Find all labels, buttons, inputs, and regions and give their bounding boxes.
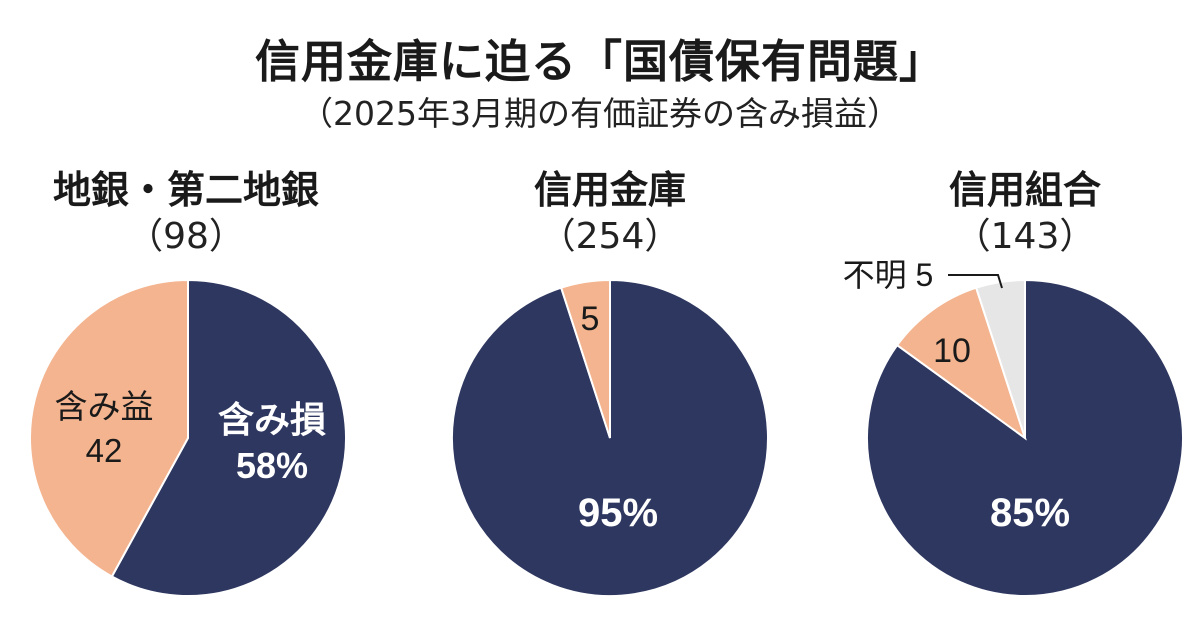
leader-line-unknown (948, 274, 1003, 289)
panel-count-shinkin: （254） (539, 216, 681, 257)
pie-label-0-1: 含み益 42 (55, 388, 154, 469)
pie-label-line: 85% (990, 491, 1070, 535)
pie-label-line: 58% (236, 445, 308, 486)
pie-slice-0-1 (29, 278, 189, 578)
pie-label-2-1: 10 (933, 332, 971, 370)
panel-label-credit-unions: 信用組合 (948, 168, 1101, 212)
panel-count-regional-banks: （98） (127, 216, 245, 257)
pie-slice-2-1 (895, 286, 1027, 441)
pie-label-line: 不明 5 (843, 257, 934, 293)
pie-label-line: 10 (933, 332, 971, 370)
pie-label-2-0: 85% (990, 491, 1070, 535)
panel-count-credit-unions: （143） (954, 216, 1096, 257)
chart-subtitle: （2025年3月期の有価証券の含み損益） (300, 94, 900, 133)
pie-label-0-0: 含み損 58% (218, 399, 326, 486)
pie-label-1-1: 5 (581, 300, 600, 338)
chart-title: 信用金庫に迫る「国債保有問題」 (254, 35, 945, 88)
pie-slice-0-0 (110, 278, 347, 597)
pie-label-line: 含み益 (55, 388, 154, 425)
pie-label-line: 含み損 (218, 399, 326, 440)
panel-label-regional-banks: 地銀・第二地銀 (52, 168, 319, 212)
pie-label-line: 42 (86, 432, 123, 469)
pie-label-line: 95% (578, 491, 658, 535)
pie-label-line: 5 (581, 300, 600, 338)
pie-label-2-2: 不明 5 (843, 257, 934, 293)
pie-label-1-0: 95% (578, 491, 658, 535)
pie-slice-1-1 (559, 278, 611, 439)
panel-label-shinkin: 信用金庫 (533, 168, 686, 212)
